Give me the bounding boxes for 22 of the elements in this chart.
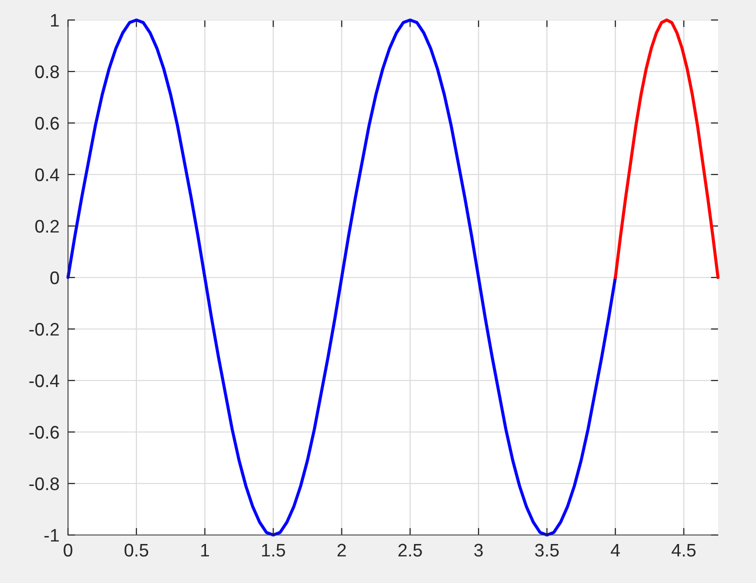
x-tick-label: 0 [64,544,72,557]
y-tick-label: -0.4 [29,374,60,388]
y-tick-label: -0.6 [29,426,59,439]
x-tick-label: 3.5 [535,544,559,557]
y-tick-label: -1 [44,529,59,542]
y-tick-label: 0.4 [35,168,60,182]
y-tick-label: 0.8 [35,65,59,78]
x-tick-label: 2 [338,544,346,556]
y-tick-label: 0.6 [35,116,59,130]
x-tick-label: 1 [201,544,209,556]
y-tick-label: -0.8 [29,477,59,490]
x-tick-label: 1.5 [262,544,286,557]
y-tick-label: 0.2 [35,220,59,233]
y-tick-label: 0 [50,271,59,284]
x-tick-label: 4.5 [672,544,696,557]
line-series [614,18,720,280]
x-tick-label: 0.5 [124,544,148,557]
y-tick-label: 1 [51,14,59,27]
y-tick-label: -0.2 [29,322,59,336]
x-tick-label: 2.5 [398,544,422,557]
x-tick-label: 4 [610,544,620,556]
x-tick-label: 3 [474,544,483,557]
